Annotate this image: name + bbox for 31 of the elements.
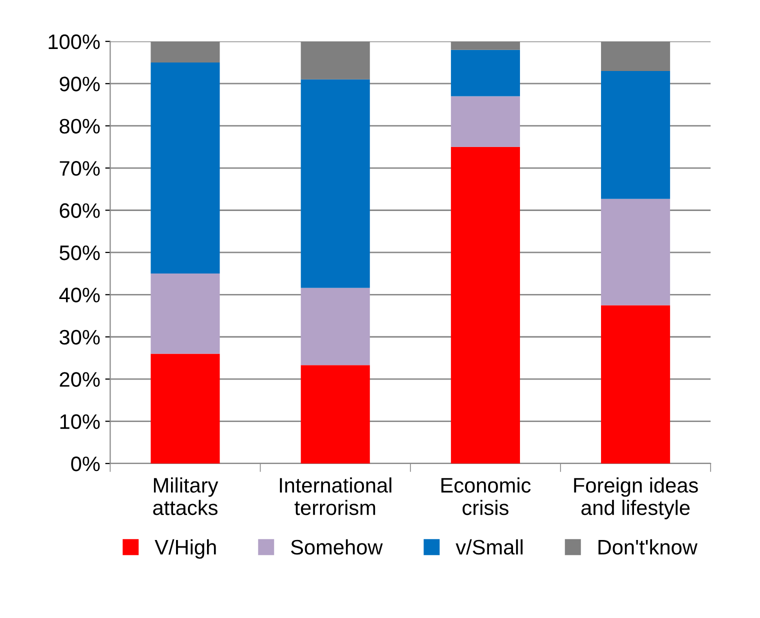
bar bbox=[601, 305, 670, 464]
y-tick-label: 60% bbox=[60, 203, 100, 218]
bar bbox=[150, 62, 220, 274]
legend-label: Don't'know bbox=[598, 539, 698, 555]
bar bbox=[300, 365, 370, 464]
x-tick-label: International terrorism bbox=[280, 477, 392, 516]
y-tick-label: 90% bbox=[60, 76, 100, 92]
y-tick-label: 10% bbox=[60, 414, 100, 430]
y-tick-label: 20% bbox=[60, 372, 100, 387]
bar bbox=[450, 96, 520, 147]
bar bbox=[601, 198, 670, 306]
y-tick-label: 100% bbox=[48, 34, 100, 50]
y-tick-label: 70% bbox=[60, 161, 100, 176]
bar bbox=[450, 50, 520, 96]
y-tick-label: 0% bbox=[71, 456, 100, 472]
legend-label: v/Small bbox=[456, 539, 523, 555]
x-tick-label: Foreign ideas and lifestyle bbox=[574, 477, 698, 520]
y-tick-label: 30% bbox=[60, 330, 100, 345]
x-tick-label: Military attacks bbox=[153, 477, 218, 516]
bar bbox=[601, 70, 670, 199]
legend-label: Somehow bbox=[291, 539, 383, 555]
bar bbox=[150, 354, 220, 464]
legend-label: V/High bbox=[154, 539, 216, 559]
bar bbox=[150, 274, 220, 354]
y-tick-label: 80% bbox=[60, 118, 100, 134]
bar bbox=[300, 79, 370, 288]
bar bbox=[300, 288, 370, 366]
bar bbox=[450, 146, 520, 464]
x-tick-label: Economic crisis bbox=[441, 477, 531, 516]
y-tick-label: 40% bbox=[59, 288, 100, 302]
y-tick-label: 50% bbox=[60, 245, 100, 260]
